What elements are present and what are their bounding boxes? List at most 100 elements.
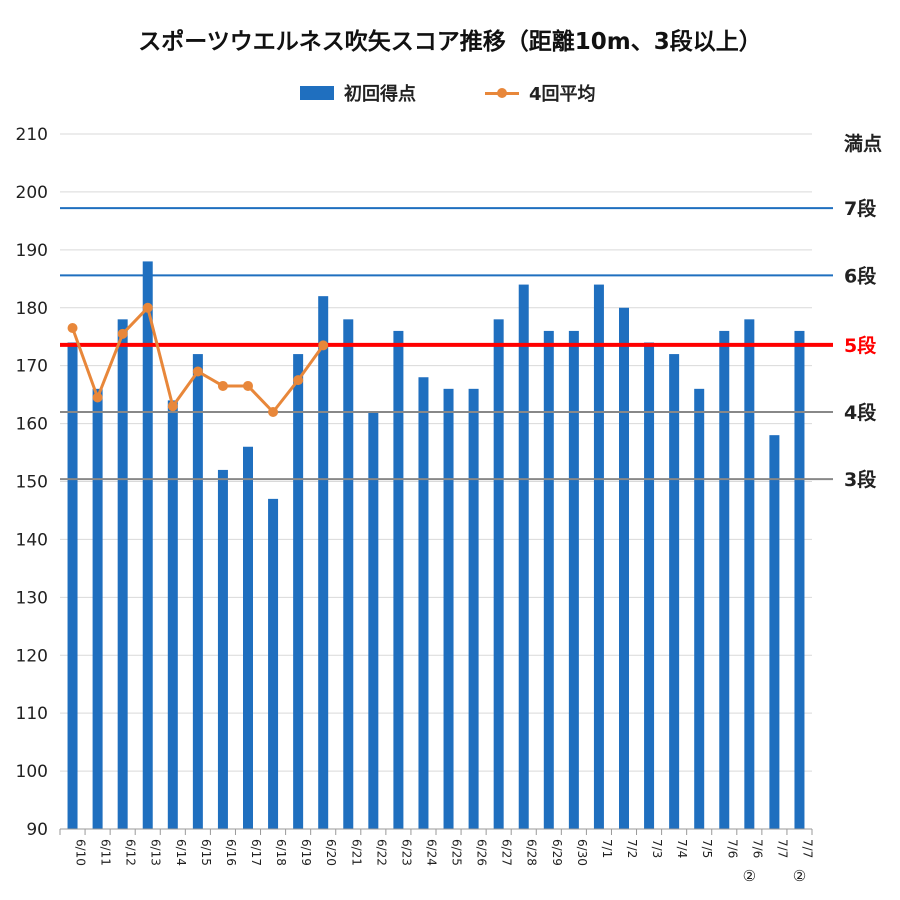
x-tick-label: 7/6 [750,839,764,858]
bar [117,319,128,829]
bar [518,284,529,829]
x-tick-label: 7/5 [700,839,714,858]
line-point [67,323,78,334]
reference-label: 7段 [844,197,877,220]
bar [619,307,629,829]
bar [644,342,655,829]
line-point [268,407,279,417]
legend-item-line: 4回平均 [485,80,596,106]
bar [443,388,454,829]
reference-label: 4段 [844,401,877,424]
line-point [142,302,153,313]
legend-label-line: 4回平均 [529,84,596,105]
line-point [318,340,329,351]
line-point [167,401,178,412]
y-tick-label: 90 [26,820,48,840]
x-tick-label: 6/20 [324,839,338,866]
y-tick-label: 110 [16,704,48,724]
x-tick-label: 6/18 [274,839,288,866]
x-tick-label: 6/24 [424,839,438,866]
bar [393,330,404,829]
chart-title: スポーツウエルネス吹矢スコア推移（距離10m、3段以上） [138,29,762,55]
bar [468,388,479,829]
reference-label: 6段 [844,264,877,287]
y-tick-label: 130 [16,588,48,608]
legend: 初回得点 4回平均 [0,80,900,108]
y-tick-label: 120 [16,646,48,666]
bar [568,330,579,829]
x-tick-label: 6/22 [374,839,388,866]
bar [167,400,178,829]
x-tick-label: 7/4 [675,839,689,858]
y-tick-label: 150 [16,473,48,493]
bar [769,435,780,829]
x-tick-label: 6/27 [500,839,514,866]
x-tick-label: 6/10 [74,839,88,866]
bar [268,498,279,829]
x-tick-label: 7/1 [600,839,614,858]
bar [418,377,429,829]
bar [318,296,329,830]
x-tick-label: 6/30 [575,839,589,866]
x-tick-label: 7/7 [800,839,814,858]
bar [217,469,228,829]
bar [694,388,705,829]
line-point [192,366,203,377]
x-tick-label: 6/29 [550,839,564,866]
line-point [217,380,228,391]
line-point [243,380,253,391]
x-tick-label: 6/15 [199,839,213,866]
bar [493,319,504,829]
y-tick-label: 210 [16,125,48,145]
x-tick-label: 6/13 [149,839,163,866]
x-tick-label: 6/28 [525,839,539,866]
reference-label: 5段 [844,334,877,357]
x-tick-label: 7/2 [625,839,639,858]
x-tick-label: 6/16 [224,839,238,866]
legend-item-bar: 初回得点 [300,80,416,106]
bar [543,330,554,829]
x-tick-label: 6/25 [450,839,464,866]
x-tick-label-suffix: ② [743,867,756,885]
bar [744,319,755,829]
x-tick-label: 6/26 [475,839,489,866]
bar [719,330,730,829]
bar [67,342,78,829]
y-tick-label: 190 [16,241,48,261]
reference-label: 満点 [844,133,882,155]
x-tick-label: 7/7 [775,839,789,858]
x-tick-label: 6/19 [299,839,313,866]
bar [293,354,304,829]
bar [343,319,354,829]
x-tick-label: 7/6 [725,839,739,858]
y-tick-label: 180 [16,299,48,319]
line-point [293,375,304,386]
x-tick-label: 6/17 [249,839,263,866]
bar [794,330,805,829]
y-tick-label: 170 [16,357,48,377]
bar [243,446,253,829]
bar [593,284,604,829]
legend-swatch-bar [300,86,334,100]
line-point [92,392,103,403]
y-tick-label: 140 [16,530,48,550]
bar [368,412,379,829]
x-tick-label: 7/3 [650,839,664,858]
bar [142,261,153,830]
x-tick-label: 6/12 [124,839,138,866]
legend-label-bar: 初回得点 [344,84,416,105]
bar [92,388,103,829]
x-tick-label: 6/21 [349,839,363,866]
line-point [117,328,128,339]
x-tick-label: 6/23 [399,839,413,866]
legend-swatch-line [485,86,519,100]
y-tick-label: 100 [16,762,48,782]
x-tick-label: 6/14 [174,839,188,866]
x-tick-label: 6/11 [99,839,113,866]
y-tick-label: 160 [16,415,48,435]
bar [192,354,203,829]
y-tick-label: 200 [16,183,48,203]
bar [669,354,680,829]
